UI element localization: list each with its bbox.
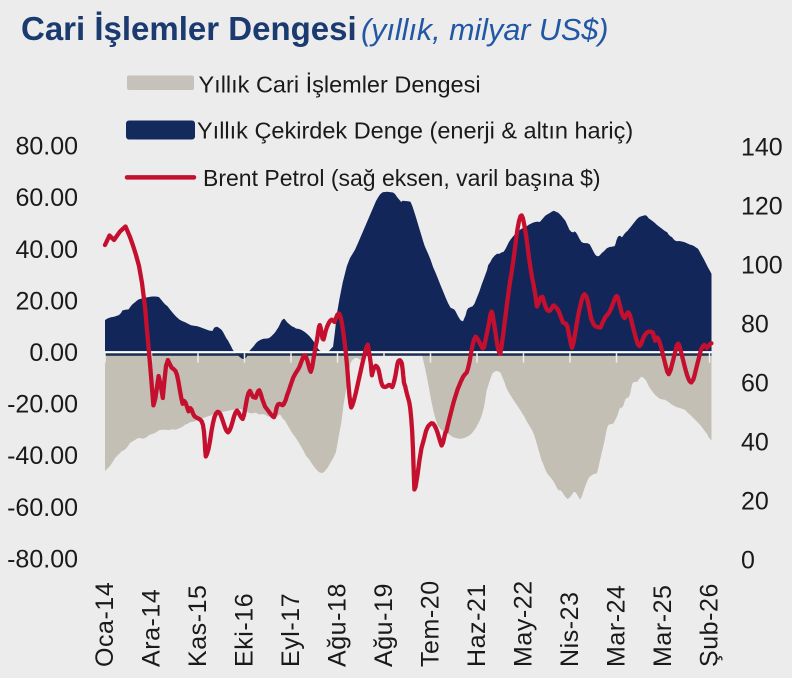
svg-text:80.00: 80.00 — [15, 133, 78, 161]
svg-text:Eyl-17: Eyl-17 — [277, 593, 305, 667]
svg-text:Eki-16: Eki-16 — [230, 593, 258, 667]
svg-text:40.00: 40.00 — [15, 236, 78, 264]
svg-text:Cari İşlemler Dengesi: Cari İşlemler Dengesi — [21, 10, 357, 47]
svg-text:20.00: 20.00 — [15, 287, 78, 315]
svg-text:Şub-26: Şub-26 — [695, 583, 723, 667]
svg-text:(yıllık, milyar US$): (yıllık, milyar US$) — [361, 13, 608, 47]
svg-text:60.00: 60.00 — [15, 184, 78, 212]
svg-text:Ağu-18: Ağu-18 — [323, 583, 351, 667]
svg-text:Mar-24: Mar-24 — [602, 585, 630, 668]
svg-text:0: 0 — [741, 547, 755, 575]
svg-text:0.00: 0.00 — [29, 339, 78, 367]
svg-text:80: 80 — [741, 311, 769, 339]
svg-text:Ara-14: Ara-14 — [137, 589, 165, 667]
svg-text:120: 120 — [741, 193, 783, 221]
svg-text:Brent Petrol (sağ eksen, varil: Brent Petrol (sağ eksen, varil başına $) — [203, 165, 601, 191]
svg-text:Yıllık Çekirdek Denge (enerji: Yıllık Çekirdek Denge (enerji & altın ha… — [197, 118, 633, 144]
svg-text:Haz-21: Haz-21 — [463, 583, 491, 667]
svg-text:May-22: May-22 — [509, 580, 537, 667]
svg-text:60: 60 — [741, 370, 769, 398]
svg-text:-80.00: -80.00 — [7, 545, 78, 573]
svg-text:140: 140 — [741, 134, 783, 162]
svg-text:-20.00: -20.00 — [7, 391, 78, 419]
svg-text:20: 20 — [741, 488, 769, 516]
svg-text:-40.00: -40.00 — [7, 442, 78, 470]
svg-text:Kas-15: Kas-15 — [184, 584, 212, 667]
svg-text:Nis-23: Nis-23 — [556, 591, 584, 667]
svg-text:Mar-25: Mar-25 — [649, 585, 677, 668]
svg-text:-60.00: -60.00 — [7, 494, 78, 522]
svg-text:Oca-14: Oca-14 — [91, 582, 119, 667]
svg-text:Yıllık Cari İşlemler Dengesi: Yıllık Cari İşlemler Dengesi — [199, 72, 481, 98]
svg-text:40: 40 — [741, 429, 769, 457]
svg-text:Ağu-19: Ağu-19 — [370, 583, 398, 667]
svg-text:Tem-20: Tem-20 — [416, 580, 444, 667]
svg-text:100: 100 — [741, 252, 783, 280]
